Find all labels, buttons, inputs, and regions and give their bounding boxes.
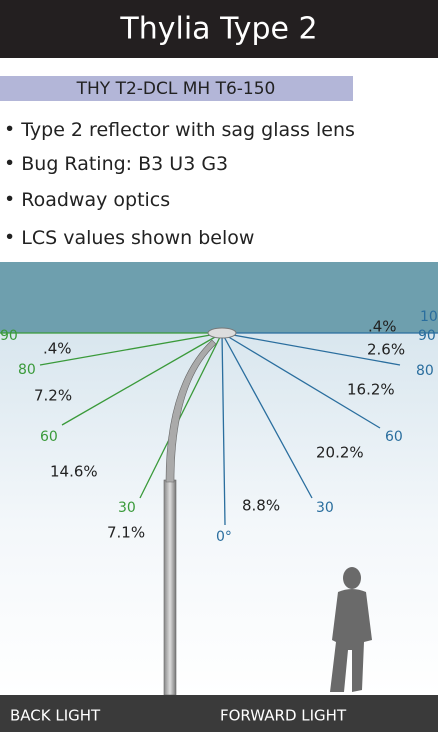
footer-back: BACK LIGHT: [10, 707, 101, 725]
angle-label: 0°: [216, 529, 232, 545]
angle-label: 60: [385, 429, 403, 445]
value-label: 8.8%: [242, 497, 280, 515]
top-label: 100: [420, 309, 438, 325]
bullet: • Bug Rating: B3 U3 G3: [4, 153, 228, 175]
value-label: .4%: [368, 318, 397, 336]
angle-label: 30: [118, 500, 136, 516]
value-label: 7.2%: [34, 387, 72, 405]
bullet: • Roadway optics: [4, 189, 170, 211]
page: Thylia Type 2 THY T2-DCL MH T6-150 • Typ…: [0, 0, 438, 732]
sheet: Thylia Type 2 THY T2-DCL MH T6-150 • Typ…: [0, 0, 438, 732]
angle-label: 30: [316, 500, 334, 516]
value-label: .4%: [43, 340, 72, 358]
title: Thylia Type 2: [119, 12, 317, 47]
angle-label: 90: [418, 328, 436, 344]
angle-label: 60: [40, 429, 58, 445]
bullet: • LCS values shown below: [4, 227, 254, 249]
value-label: 20.2%: [316, 444, 364, 462]
footer-forward: FORWARD LIGHT: [220, 707, 347, 725]
value-label: 14.6%: [50, 463, 98, 481]
value-label: 7.1%: [107, 524, 145, 542]
pole: [164, 480, 176, 695]
luminaire: [208, 328, 236, 338]
value-label: 16.2%: [347, 381, 395, 399]
value-label: 2.6%: [367, 341, 405, 359]
subtitle: THY T2-DCL MH T6-150: [76, 79, 276, 99]
angle-label: 80: [416, 363, 434, 379]
angle-label: 80: [18, 362, 36, 378]
bullet: • Type 2 reflector with sag glass lens: [4, 119, 355, 141]
angle-label: 90: [0, 328, 18, 344]
